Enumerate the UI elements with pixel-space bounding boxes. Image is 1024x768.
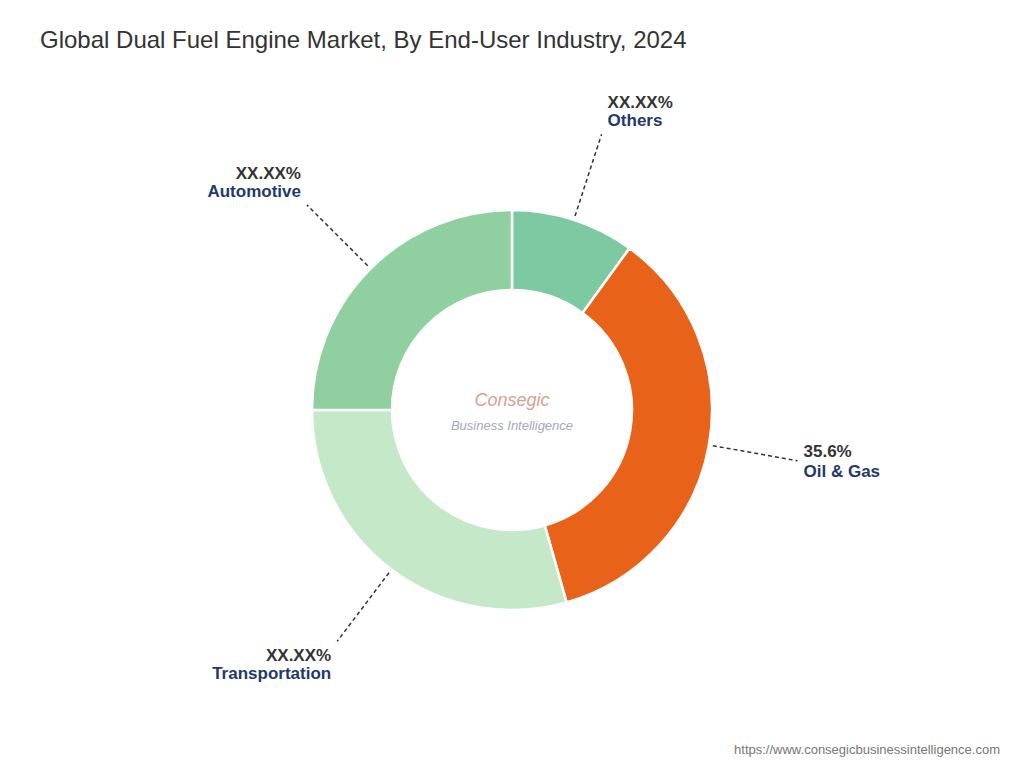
category-label: Oil & Gas bbox=[804, 462, 881, 481]
chart: Global Dual Fuel Engine Market, By End-U… bbox=[0, 0, 1024, 768]
donut bbox=[312, 210, 712, 610]
data-label: XX.XX% bbox=[266, 646, 331, 665]
leader-line bbox=[713, 446, 798, 461]
footer: https://www.consegicbusinessintelligence… bbox=[734, 742, 1000, 757]
data-label: 35.6% bbox=[804, 442, 852, 461]
data-label: XX.XX% bbox=[236, 164, 301, 183]
labels: XX.XX%Others35.6%Oil & GasXX.XX%Transpor… bbox=[207, 93, 880, 683]
category-label: Automotive bbox=[207, 182, 301, 201]
center-text: Business Intelligence bbox=[451, 418, 573, 433]
title: Global Dual Fuel Engine Market, By End-U… bbox=[40, 26, 687, 53]
center-text: Consegic bbox=[474, 390, 549, 410]
leader-line bbox=[307, 205, 368, 266]
slice bbox=[312, 410, 567, 610]
category-label: Others bbox=[608, 111, 663, 130]
leader-line bbox=[337, 573, 389, 642]
data-label: XX.XX% bbox=[608, 93, 673, 112]
category-label: Transportation bbox=[212, 664, 331, 683]
leader-line bbox=[575, 134, 602, 216]
